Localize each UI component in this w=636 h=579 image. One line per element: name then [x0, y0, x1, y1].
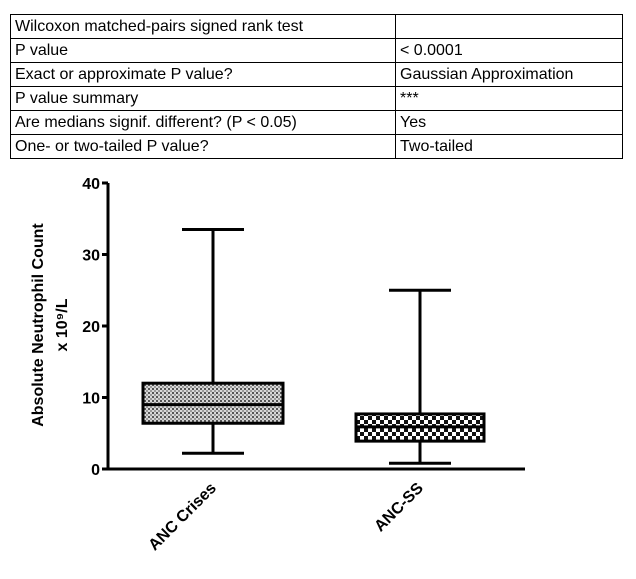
table-cell — [395, 14, 623, 39]
y-tick-label: 10 — [82, 391, 100, 408]
y-tick-label: 40 — [82, 176, 100, 193]
table-cell: Are medians signif. different? (P < 0.05… — [10, 110, 396, 135]
table-row: P value < 0.0001 — [10, 38, 623, 63]
table-cell: P value summary — [10, 86, 396, 111]
stats-table: Wilcoxon matched-pairs signed rank test P… — [10, 14, 623, 159]
table-cell: *** — [395, 86, 623, 111]
table-cell: Gaussian Approximation — [395, 62, 623, 87]
y-axis-label: x 10⁹/L — [54, 298, 71, 351]
y-tick-label: 20 — [82, 319, 100, 336]
table-row: Exact or approximate P value? Gaussian Ap… — [10, 62, 623, 87]
x-tick-label: ANC-SS — [371, 480, 427, 536]
table-row: One- or two-tailed P value? Two-tailed — [10, 134, 623, 159]
table-cell: Two-tailed — [395, 134, 623, 159]
table-row: Wilcoxon matched-pairs signed rank test — [10, 14, 623, 39]
table-cell: < 0.0001 — [395, 38, 623, 63]
table-cell: Exact or approximate P value? — [10, 62, 396, 87]
table-cell: One- or two-tailed P value? — [10, 134, 396, 159]
y-axis-label: Absolute Neutrophil Count — [30, 223, 47, 427]
table-row: Are medians signif. different? (P < 0.05… — [10, 110, 623, 135]
table-cell: Wilcoxon matched-pairs signed rank test — [10, 14, 396, 39]
x-tick-label: ANC Crises — [146, 480, 220, 554]
table-cell: Yes — [395, 110, 623, 135]
y-tick-label: 30 — [82, 248, 100, 265]
y-tick-label: 0 — [91, 462, 100, 479]
table-cell: P value — [10, 38, 396, 63]
table-row: P value summary *** — [10, 86, 623, 111]
